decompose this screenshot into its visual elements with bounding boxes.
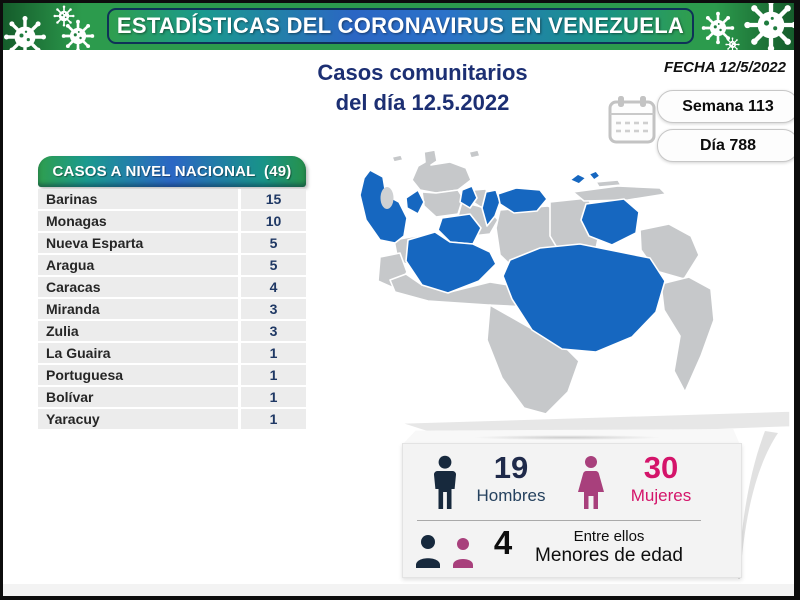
table-row: Barinas 15 xyxy=(38,189,306,209)
minors-icons xyxy=(416,535,473,568)
virus-icon xyxy=(725,37,740,52)
table-row: Portuguesa 1 xyxy=(38,365,306,385)
state-cases: 3 xyxy=(241,299,306,319)
minors-note-line1: Entre ellos xyxy=(573,528,645,545)
minors-note-line2: Menores de edad xyxy=(535,545,683,566)
woman-icon xyxy=(578,456,604,509)
cell-gap xyxy=(238,299,241,319)
state-name: Bolívar xyxy=(38,387,238,407)
lake-maracaibo xyxy=(380,187,394,209)
map-state-trujillo xyxy=(405,189,425,215)
state-name: Barinas xyxy=(38,189,238,209)
men-count: 19 xyxy=(493,450,529,485)
map-state-yaracuy xyxy=(459,185,478,209)
state-cases: 15 xyxy=(241,189,306,209)
venezuela-map xyxy=(359,149,791,440)
map-state-aragua xyxy=(481,189,501,227)
state-cases: 10 xyxy=(241,211,306,231)
cell-gap xyxy=(238,387,241,407)
map-islands xyxy=(391,154,404,163)
state-cases: 4 xyxy=(241,277,306,297)
cases-table: CASOS A NIVEL NACIONAL (49) Barinas 15 Mon… xyxy=(38,156,306,429)
cell-gap xyxy=(238,409,241,429)
state-cases: 5 xyxy=(241,255,306,275)
cell-gap xyxy=(238,343,241,363)
table-row: La Guaira 1 xyxy=(38,343,306,363)
cell-gap xyxy=(238,211,241,231)
header-banner: ESTADÍSTICAS DEL CORONAVIRUS EN VENEZUEL… xyxy=(3,3,794,50)
state-name: La Guaira xyxy=(38,343,238,363)
virus-icon xyxy=(743,0,799,53)
cell-gap xyxy=(238,189,241,209)
men-label: Hombres xyxy=(476,486,546,505)
banner-bar: ESTADÍSTICAS DEL CORONAVIRUS EN VENEZUEL… xyxy=(107,8,694,44)
state-name: Yaracuy xyxy=(38,409,238,429)
map-islands xyxy=(468,149,481,159)
table-row: Aragua 5 xyxy=(38,255,306,275)
state-cases: 1 xyxy=(241,365,306,385)
map-state-nueva-esparta xyxy=(588,170,601,181)
cell-gap xyxy=(238,277,241,297)
page-title-line2: del día 12.5.2022 xyxy=(335,90,510,115)
boy-bust-icon xyxy=(416,535,440,568)
day-badge: Día 788 xyxy=(657,129,794,162)
state-cases: 1 xyxy=(241,387,306,407)
state-cases: 5 xyxy=(241,233,306,253)
man-icon xyxy=(433,455,457,509)
cell-gap xyxy=(238,233,241,253)
cases-table-header: CASOS A NIVEL NACIONAL (49) xyxy=(38,156,306,187)
table-body: Barinas 15 Monagas 10 Nueva Esparta 5 Aragua 5 C… xyxy=(38,189,306,429)
state-cases: 1 xyxy=(241,343,306,363)
girl-bust-icon xyxy=(453,538,473,568)
cell-gap xyxy=(238,321,241,341)
map-state-sucre xyxy=(572,185,667,202)
table-row: Monagas 10 xyxy=(38,211,306,231)
panel-divider xyxy=(417,520,701,521)
state-name: Miranda xyxy=(38,299,238,319)
calendar-icon xyxy=(608,96,656,144)
women-count: 30 xyxy=(643,450,679,485)
state-name: Monagas xyxy=(38,211,238,231)
page-title: Casos comunitarios del día 12.5.2022 xyxy=(250,58,595,118)
map-state-bolivar xyxy=(502,243,666,353)
map-state-falcon xyxy=(411,149,472,194)
map-state-barinas xyxy=(405,231,497,294)
table-row: Nueva Esparta 5 xyxy=(38,233,306,253)
table-row: Yaracuy 1 xyxy=(38,409,306,429)
map-state-nueva-esparta xyxy=(569,173,587,185)
women-label: Mujeres xyxy=(630,486,692,505)
bottom-band xyxy=(3,584,794,596)
week-badge: Semana 113 xyxy=(657,90,794,123)
minors-note: Entre ellos Menores de edad xyxy=(519,528,699,567)
page-curl-decoration xyxy=(738,431,778,579)
summary-panel-top-face xyxy=(402,429,740,445)
map-region-esequibo xyxy=(660,276,715,393)
table-row: Bolívar 1 xyxy=(38,387,306,407)
map-state-monagas xyxy=(580,198,640,246)
page-title-line1: Casos comunitarios xyxy=(317,60,528,85)
state-name: Aragua xyxy=(38,255,238,275)
app-title: ESTADÍSTICAS DEL CORONAVIRUS EN VENEZUEL… xyxy=(116,13,685,38)
table-row: Zulia 3 xyxy=(38,321,306,341)
cell-gap xyxy=(238,255,241,275)
state-name: Nueva Esparta xyxy=(38,233,238,253)
state-name: Portuguesa xyxy=(38,365,238,385)
state-name: Zulia xyxy=(38,321,238,341)
state-name: Caracas xyxy=(38,277,238,297)
virus-icon xyxy=(3,15,47,59)
table-row: Miranda 3 xyxy=(38,299,306,319)
summary-panel: 19 Hombres 30 Mujeres 4 Entre ellos Meno… xyxy=(402,443,742,578)
virus-icon xyxy=(61,19,95,53)
cell-gap xyxy=(238,365,241,385)
table-row: Caracas 4 xyxy=(38,277,306,297)
minors-count: 4 xyxy=(493,524,513,561)
map-islands xyxy=(595,179,622,188)
state-cases: 3 xyxy=(241,321,306,341)
state-cases: 1 xyxy=(241,409,306,429)
date-label: FECHA 12/5/2022 xyxy=(663,59,786,76)
map-state-miranda-caracas xyxy=(497,187,548,214)
map-state-lara xyxy=(421,189,464,218)
